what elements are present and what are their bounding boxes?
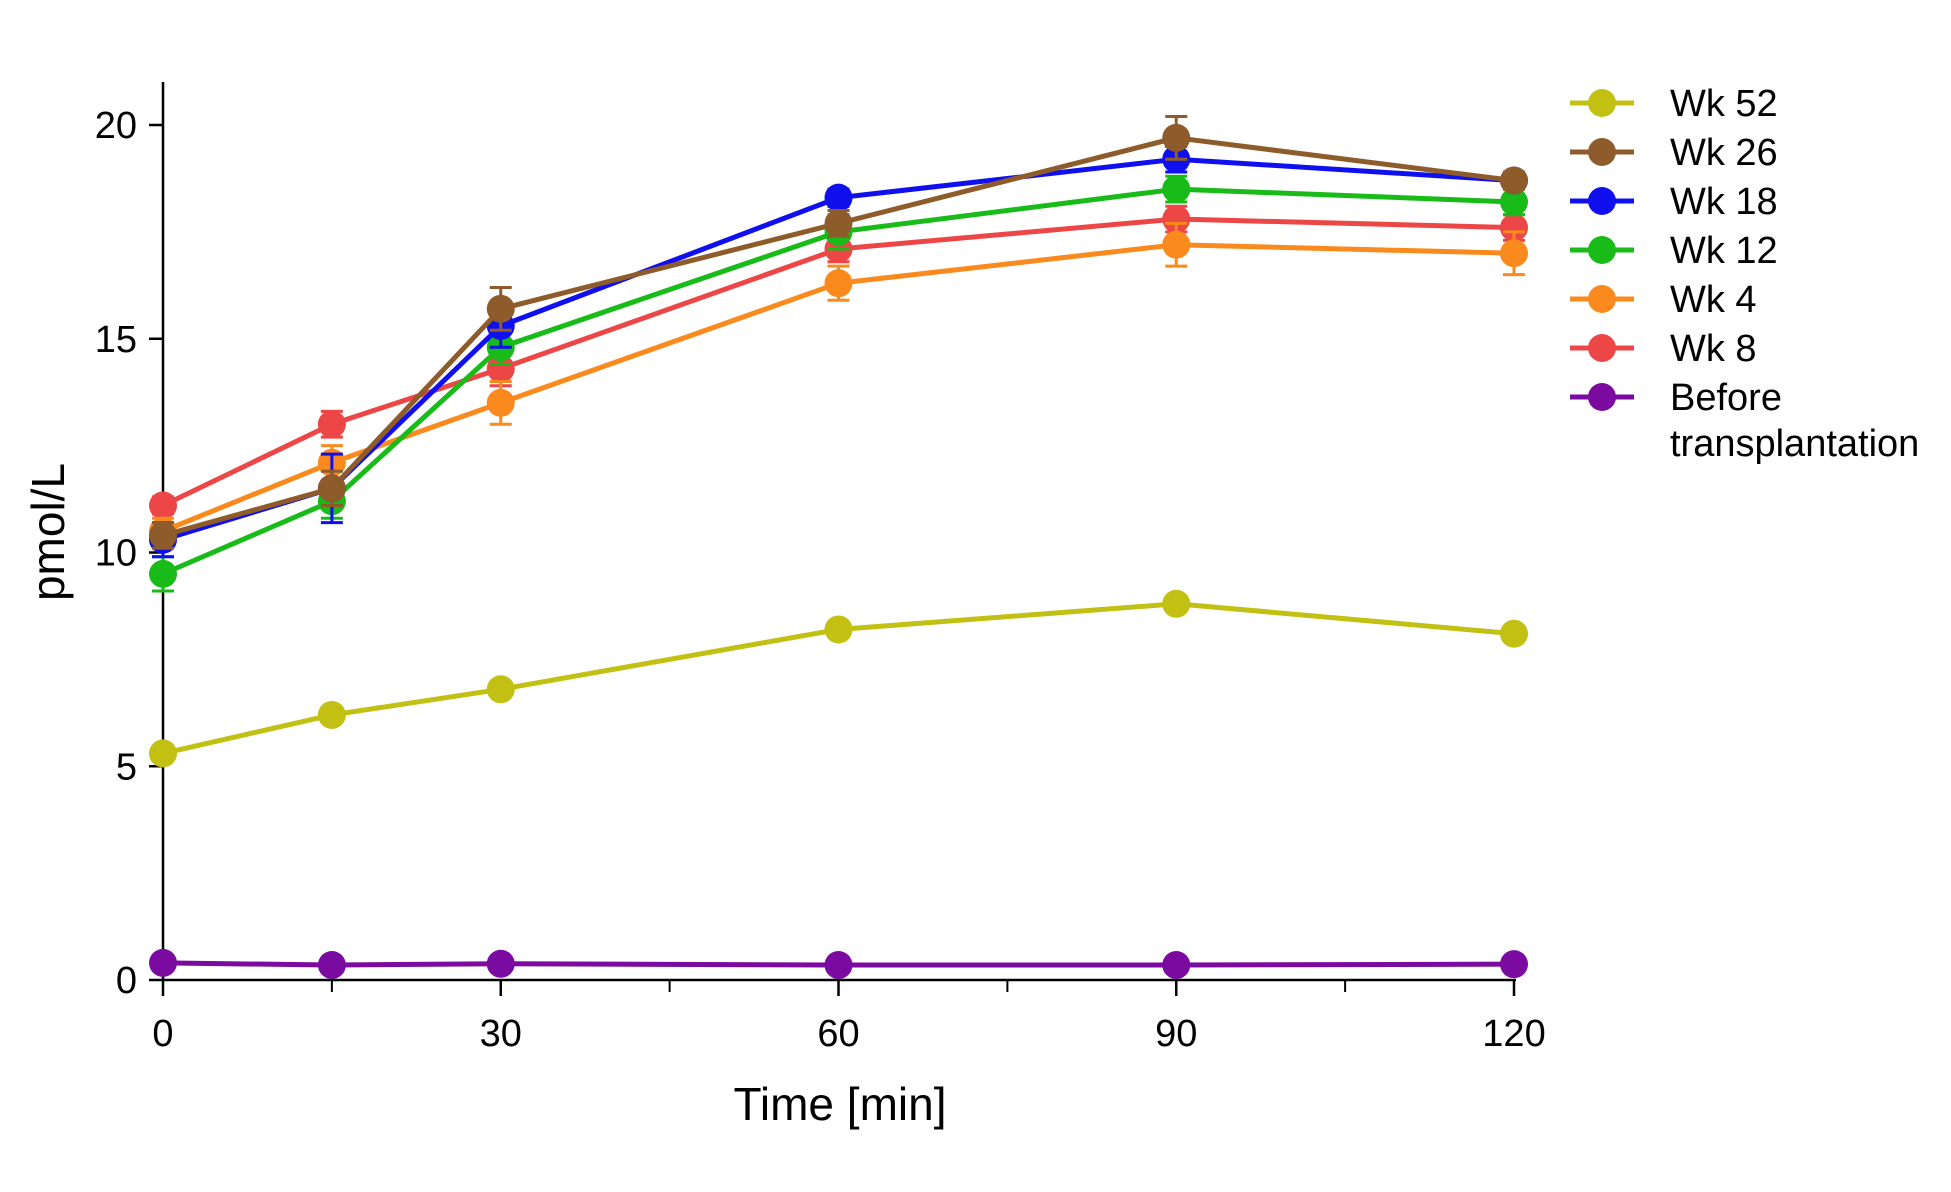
legend-label-line: Wk 52 [1670,83,1778,125]
legend-label-line: transplantation [1670,423,1919,465]
x-tick-label: 30 [480,1013,522,1055]
data-point [317,700,346,729]
data-point [149,739,177,768]
series-line [162,242,1515,534]
data-point [824,615,853,644]
legend-label-line: Wk 8 [1670,328,1757,370]
legend-item: Wk 18 [1570,181,1778,223]
y-tick-label: 5 [116,746,137,788]
data-point [317,410,346,439]
x-tick-label: 90 [1155,1013,1197,1055]
legend-marker [1588,187,1616,215]
data-point [149,491,177,520]
legend-marker [1588,236,1616,264]
data-point [1500,187,1528,216]
data-point [1162,589,1191,618]
legend-label-line: Wk 26 [1670,132,1778,174]
data-point [149,948,177,977]
series-wk-52 [149,589,1528,768]
data-point [1500,166,1528,195]
series-line [162,135,1515,538]
x-axis-title: Time [min] [734,1078,947,1130]
data-point [1500,619,1528,648]
legend-label-line: Wk 4 [1670,279,1757,321]
series-wk-26 [149,114,1528,550]
legend-marker [1588,334,1616,362]
y-tick-label: 15 [95,319,137,361]
legend-label: Wk 52 [1670,83,1778,125]
y-axis-title: pmol/L [22,463,74,601]
legend-label: Wk 12 [1670,230,1778,272]
series-line [161,216,1515,508]
data-point [1162,205,1191,234]
y-tick-label: 0 [116,960,137,1002]
legend-label: Wk 18 [1670,181,1778,223]
series-line [162,960,1515,968]
data-point [317,474,346,503]
series-line [162,186,1515,577]
data-point [149,521,177,550]
data-point [824,209,853,238]
data-point [486,354,515,383]
y-tick-label: 10 [95,533,137,575]
data-point [149,559,177,588]
legend-item: Wk 26 [1570,132,1778,174]
data-point [1162,230,1191,259]
data-point [824,951,853,980]
legend-label-line: Wk 12 [1670,230,1778,272]
legend-marker [1588,89,1616,117]
legend-label: Wk 26 [1670,132,1778,174]
legend-marker [1588,285,1616,313]
data-point [486,294,515,323]
y-tick-label: 20 [95,105,137,147]
legend-label-line: Before [1670,377,1782,419]
data-point [486,949,515,978]
axes: 0 5 10 15 20 0 30 60 90 120 [95,82,1546,1055]
series-before [149,948,1528,980]
legend-item: Wk 52 [1570,83,1778,125]
data-point [1500,950,1528,979]
legend-item: Wk 8 [1570,328,1757,370]
legend-item: Wk 4 [1570,279,1757,321]
legend-marker [1588,383,1616,411]
legend-label: Wk 4 [1670,279,1757,321]
legend-marker [1588,138,1616,166]
data-point [317,951,346,980]
series-line [162,601,1515,756]
legend-label: Before transplantation [1670,377,1919,465]
series-wk-8 [149,204,1528,520]
x-tick-label: 120 [1482,1013,1545,1055]
data-point [824,183,853,212]
data-point [1500,213,1528,242]
series-wk-4 [149,221,1528,546]
legend-label: Wk 8 [1670,328,1757,370]
series-wk-18 [149,144,1528,559]
legend-item: Before transplantation [1570,377,1919,465]
data-point [824,269,853,298]
legend-label-line: Wk 18 [1670,181,1778,223]
data-point [1500,239,1528,268]
x-tick-label: 60 [817,1013,859,1055]
data-point [486,388,515,417]
data-point [1162,123,1191,152]
legend-item: Wk 12 [1570,230,1778,272]
data-point [1162,175,1191,204]
series-group [149,114,1528,980]
legend: Wk 52 Wk 26 Wk 18 Wk 12 Wk 4 Wk 8 Before transp… [1570,83,1919,465]
data-point [1162,951,1191,980]
data-point [486,675,515,704]
x-tick-label: 0 [152,1013,173,1055]
